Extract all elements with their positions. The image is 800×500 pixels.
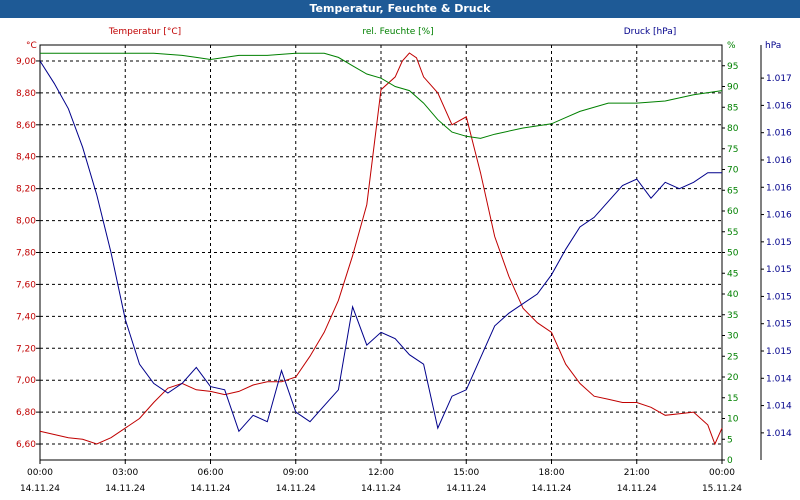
pressure-tick-label: 1.015: [766, 320, 792, 330]
humidity-unit-label: %: [727, 41, 736, 51]
humidity-tick-label: 40: [727, 290, 739, 300]
temp-tick-label: 6,60: [16, 440, 36, 450]
series-line-humidity: [40, 52, 723, 139]
x-tick-time: 15:00: [453, 468, 479, 478]
x-tick-date: 14.11.24: [446, 484, 486, 494]
pressure-tick-label: 1.016: [766, 211, 792, 221]
pressure-tick-label: 1.016: [766, 129, 792, 139]
x-tick-date: 14.11.24: [190, 484, 230, 494]
pressure-tick-label: 1.016: [766, 156, 792, 166]
pressure-tick-label: 1.017: [766, 74, 792, 84]
temp-tick-label: 9,00: [16, 57, 36, 67]
axes: [36, 45, 764, 464]
pressure-tick-label: 1.014: [766, 374, 792, 384]
pressure-unit-label: hPa: [765, 41, 781, 51]
x-tick-time: 18:00: [539, 468, 565, 478]
temp-tick-label: 8,20: [16, 185, 36, 195]
humidity-tick-label: 75: [727, 145, 738, 155]
temp-tick-label: 7,20: [16, 344, 36, 354]
humidity-tick-label: 25: [727, 352, 738, 362]
temp-unit-label: °C: [26, 41, 37, 51]
x-tick-date: 14.11.24: [361, 484, 401, 494]
humidity-tick-label: 85: [727, 103, 738, 113]
axis-labels: 00:00 14.11.24 03:00 14.11.24 06:00 14.11.24 0…: [16, 27, 792, 494]
humidity-tick-label: 70: [727, 166, 739, 176]
legend-entry: Temperatur [°C]: [108, 27, 181, 37]
pressure-tick-label: 1.014: [766, 429, 792, 439]
pressure-tick-label: 1.014: [766, 402, 792, 412]
humidity-tick-label: 90: [727, 83, 739, 93]
grid: [39, 44, 723, 461]
legend-entry: rel. Feuchte [%]: [362, 27, 433, 37]
x-tick-time: 00:00: [709, 468, 735, 478]
x-tick-date: 14.11.24: [617, 484, 657, 494]
humidity-tick-label: 5: [727, 435, 733, 445]
humidity-tick-label: 15: [727, 394, 738, 404]
chart-title: Temperatur, Feuchte & Druck: [0, 0, 800, 18]
x-tick-date: 14.11.24: [531, 484, 571, 494]
humidity-tick-label: 35: [727, 311, 738, 321]
humidity-tick-label: 95: [727, 62, 738, 72]
x-tick-time: 03:00: [112, 468, 138, 478]
x-tick-time: 00:00: [27, 468, 53, 478]
x-tick-time: 12:00: [368, 468, 394, 478]
temp-tick-label: 7,00: [16, 376, 36, 386]
temp-tick-label: 7,40: [16, 312, 36, 322]
pressure-tick-label: 1.015: [766, 292, 792, 302]
pressure-tick-label: 1.016: [766, 183, 792, 193]
x-tick-date: 14.11.24: [105, 484, 145, 494]
temp-tick-label: 6,80: [16, 408, 36, 418]
humidity-tick-label: 30: [727, 332, 739, 342]
humidity-tick-label: 10: [727, 415, 739, 425]
humidity-tick-label: 45: [727, 269, 738, 279]
humidity-tick-label: 55: [727, 228, 738, 238]
series-line-pressure: [39, 60, 722, 433]
pressure-tick-label: 1.015: [766, 238, 792, 248]
temp-tick-label: 8,60: [16, 121, 36, 131]
series-line-temperature: [39, 52, 723, 446]
temp-tick-label: 8,40: [16, 153, 36, 163]
pressure-tick-label: 1.016: [766, 101, 792, 111]
plot-frame: [39, 44, 723, 461]
humidity-tick-label: 50: [727, 249, 739, 259]
humidity-tick-label: 0: [727, 456, 733, 466]
pressure-tick-label: 1.015: [766, 265, 792, 275]
x-tick-date: 14.11.24: [20, 484, 60, 494]
legend-entry: Druck [hPa]: [624, 27, 677, 37]
x-tick-time: 09:00: [283, 468, 309, 478]
humidity-tick-label: 80: [727, 124, 739, 134]
temp-tick-label: 8,00: [16, 217, 36, 227]
temp-tick-label: 8,80: [16, 89, 36, 99]
humidity-tick-label: 65: [727, 186, 738, 196]
temp-tick-label: 7,60: [16, 280, 36, 290]
x-tick-date: 15.11.24: [702, 484, 742, 494]
pressure-tick-label: 1.015: [766, 347, 792, 357]
temp-tick-label: 7,80: [16, 249, 36, 259]
x-tick-time: 21:00: [624, 468, 650, 478]
series: [39, 52, 723, 446]
x-tick-time: 06:00: [198, 468, 224, 478]
humidity-tick-label: 20: [727, 373, 739, 383]
humidity-tick-label: 60: [727, 207, 739, 217]
x-tick-date: 14.11.24: [276, 484, 316, 494]
